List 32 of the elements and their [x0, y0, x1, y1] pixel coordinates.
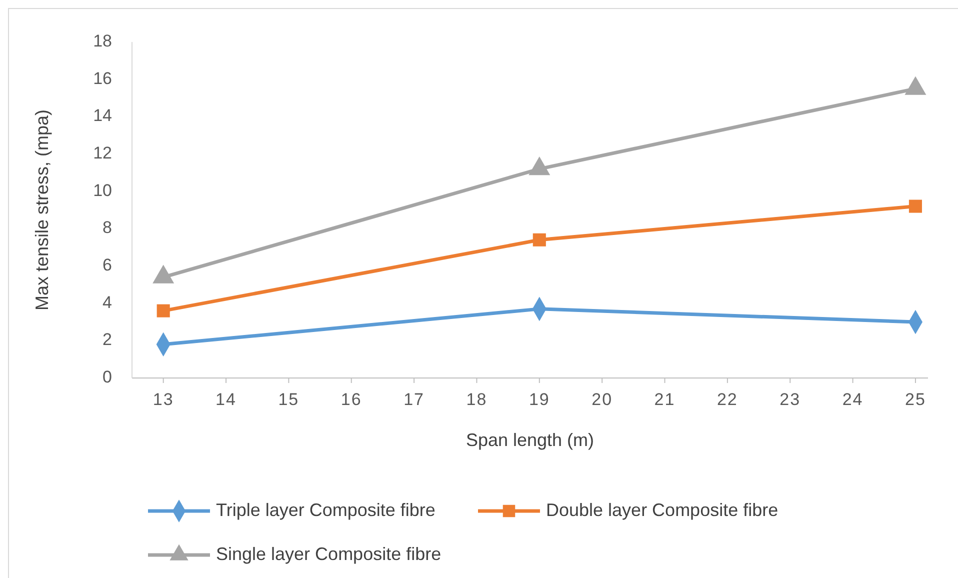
y-tick-label: 4 — [102, 292, 112, 312]
x-tick-label: 19 — [528, 390, 550, 409]
y-tick-label: 10 — [93, 180, 112, 200]
point — [528, 156, 550, 176]
x-tick-label: 15 — [278, 390, 300, 409]
y-tick-label: 2 — [102, 330, 112, 350]
x-tick-label: 16 — [340, 390, 362, 409]
legend-label: Triple layer Composite fibre — [216, 500, 436, 520]
x-tick-label: 23 — [780, 390, 801, 409]
x-tick-label: 20 — [592, 390, 613, 409]
y-tick-label: 18 — [93, 31, 112, 50]
y-tick-label: 8 — [102, 218, 112, 238]
y-axis-title: Max tensile stress, (mpa) — [32, 109, 52, 311]
x-tick-label: 24 — [842, 390, 864, 409]
x-tick-label: 18 — [466, 390, 488, 409]
x-axis-title: Span length (m) — [466, 430, 594, 450]
x-tick-label: 13 — [152, 390, 174, 409]
legend-label: Double layer Composite fibre — [546, 500, 778, 520]
y-tick-label: 0 — [102, 367, 112, 386]
point — [532, 233, 546, 246]
legend-label: Single layer Composite fibre — [216, 544, 442, 564]
y-tick-label: 12 — [93, 143, 112, 162]
y-tick-label: 6 — [102, 255, 112, 274]
x-tick-label: 22 — [716, 390, 738, 409]
point — [156, 304, 170, 318]
y-tick-label: 16 — [93, 68, 112, 88]
x-tick-label: 14 — [216, 390, 236, 409]
x-tick-label: 17 — [404, 390, 425, 409]
x-tick-label: 21 — [654, 390, 676, 409]
x-tick-label: 25 — [905, 390, 926, 409]
y-tick-label: 14 — [93, 106, 112, 126]
point — [904, 76, 926, 95]
